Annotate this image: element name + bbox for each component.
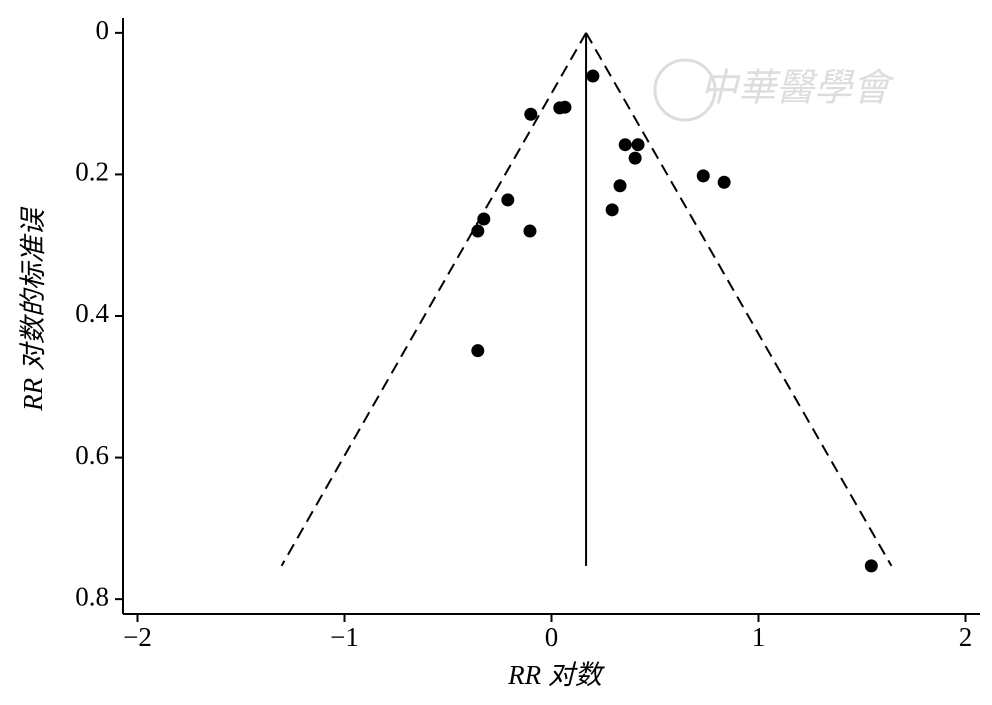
point — [558, 100, 572, 114]
point — [696, 169, 710, 183]
point — [631, 138, 645, 152]
y-tick-label: 0.8 — [75, 581, 109, 611]
point — [605, 203, 619, 217]
watermark-logo — [653, 58, 717, 122]
point — [523, 224, 537, 238]
y-axis-label: RR 对数的标准误 — [18, 206, 48, 412]
reference-line — [280, 32, 587, 567]
y-tick-label: 0.4 — [75, 298, 109, 328]
y-tick-label: 0 — [96, 15, 110, 45]
y-tick-label: 0.2 — [75, 157, 109, 187]
x-tick-label: 1 — [752, 622, 766, 652]
point — [501, 193, 515, 207]
x-tick-label: −1 — [330, 622, 359, 652]
point — [618, 138, 632, 152]
point — [524, 107, 538, 121]
x-tick-label: −2 — [123, 622, 152, 652]
point — [613, 179, 627, 193]
point — [586, 69, 600, 83]
y-tick-label: 0.6 — [75, 440, 109, 470]
watermark: 中華醫學會 — [700, 68, 895, 110]
x-axis-label: RR 对数 — [507, 660, 605, 690]
x-tick-label: 2 — [959, 622, 973, 652]
point — [717, 175, 731, 189]
point — [471, 344, 485, 358]
point — [477, 212, 491, 226]
x-tick-label: 0 — [545, 622, 559, 652]
point — [471, 224, 485, 238]
point — [628, 151, 642, 165]
point — [864, 559, 878, 573]
reference-line — [585, 32, 893, 567]
